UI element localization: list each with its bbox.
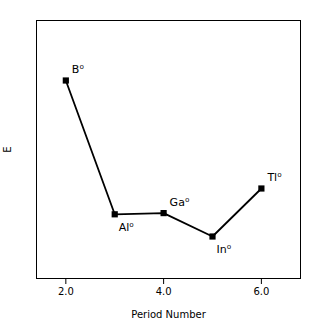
svg-text:Ga⁰: Ga⁰: [170, 196, 190, 209]
svg-text:B⁰: B⁰: [72, 63, 85, 76]
svg-text:Tl⁰: Tl⁰: [266, 171, 282, 184]
svg-text:6.0: 6.0: [253, 286, 269, 297]
svg-text:Al⁰: Al⁰: [119, 221, 135, 234]
svg-text:In⁰: In⁰: [217, 243, 232, 256]
svg-text:E: E: [2, 146, 13, 152]
svg-text:2.0: 2.0: [58, 286, 74, 297]
svg-text:4.0: 4.0: [156, 286, 172, 297]
svg-text:Period Number: Period Number: [131, 309, 206, 320]
